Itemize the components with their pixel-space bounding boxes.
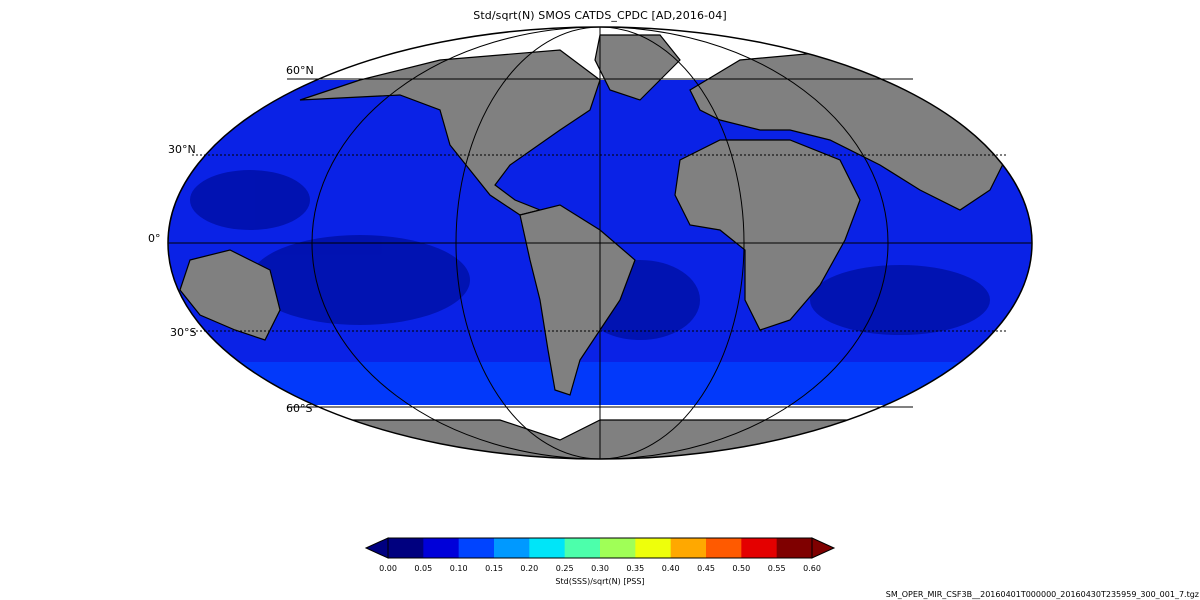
- colorbar: [364, 537, 836, 559]
- colorbar-segment: [635, 538, 672, 558]
- colorbar-frame: [387, 537, 813, 559]
- lat-label-30s: 30°S: [170, 326, 197, 339]
- colorbar-label: Std(SSS)/sqrt(N) [PSS]: [555, 577, 645, 586]
- colorbar-segment: [706, 538, 742, 558]
- map-title: Std/sqrt(N) SMOS CATDS_CPDC [AD,2016-04]: [473, 9, 727, 22]
- colorbar-under-arrow: [364, 537, 389, 559]
- colorbar-tick-label: 0.55: [767, 564, 786, 573]
- colorbar-segment: [600, 538, 636, 558]
- globe-outline: [167, 26, 1033, 460]
- colorbar-over-arrow: [811, 537, 836, 559]
- colorbar-tick-label: 0.40: [661, 564, 680, 573]
- colorbar-segment: [741, 538, 778, 558]
- file-name: SM_OPER_MIR_CSF3B__20160401T000000_20160…: [885, 590, 1199, 599]
- colorbar-segment: [564, 538, 601, 558]
- australia: [179, 249, 281, 341]
- colorbar-tick-label: 0.05: [414, 564, 433, 573]
- africa: [674, 139, 861, 331]
- lat-label-60n: 60°N: [286, 64, 314, 77]
- world-map: [167, 26, 1033, 460]
- colorbar-segment: [494, 538, 530, 558]
- lat-label-30n: 30°N: [168, 143, 196, 156]
- colorbar-segment: [423, 538, 460, 558]
- colorbar-segment: [458, 538, 495, 558]
- colorbar-segments: [388, 538, 813, 558]
- colorbar-tick-label: 0.35: [626, 564, 645, 573]
- colorbar-segment: [776, 538, 813, 558]
- greenland: [594, 34, 681, 101]
- colorbar-tick-label: 0.25: [555, 564, 574, 573]
- colorbar-tick-label: 0.45: [697, 564, 715, 573]
- colorbar-tick-label: 0.15: [485, 564, 503, 573]
- north-america: [299, 49, 601, 216]
- lat-label-60s: 60°S: [286, 402, 313, 415]
- parallels: [168, 78, 1032, 408]
- lat-label-equator: 0°: [148, 232, 161, 245]
- colorbar-tick-label: 0.00: [379, 564, 397, 573]
- colorbar-tick-label: 0.10: [449, 564, 468, 573]
- colorbar-segment: [670, 538, 707, 558]
- colorbar-segment: [529, 538, 566, 558]
- colorbar-segment: [388, 538, 424, 558]
- colorbar-tick-label: 0.30: [591, 564, 609, 573]
- colorbar-tick-label: 0.20: [520, 564, 539, 573]
- colorbar-tick-label: 0.50: [732, 564, 751, 573]
- colorbar-tick-label: 0.60: [803, 564, 821, 573]
